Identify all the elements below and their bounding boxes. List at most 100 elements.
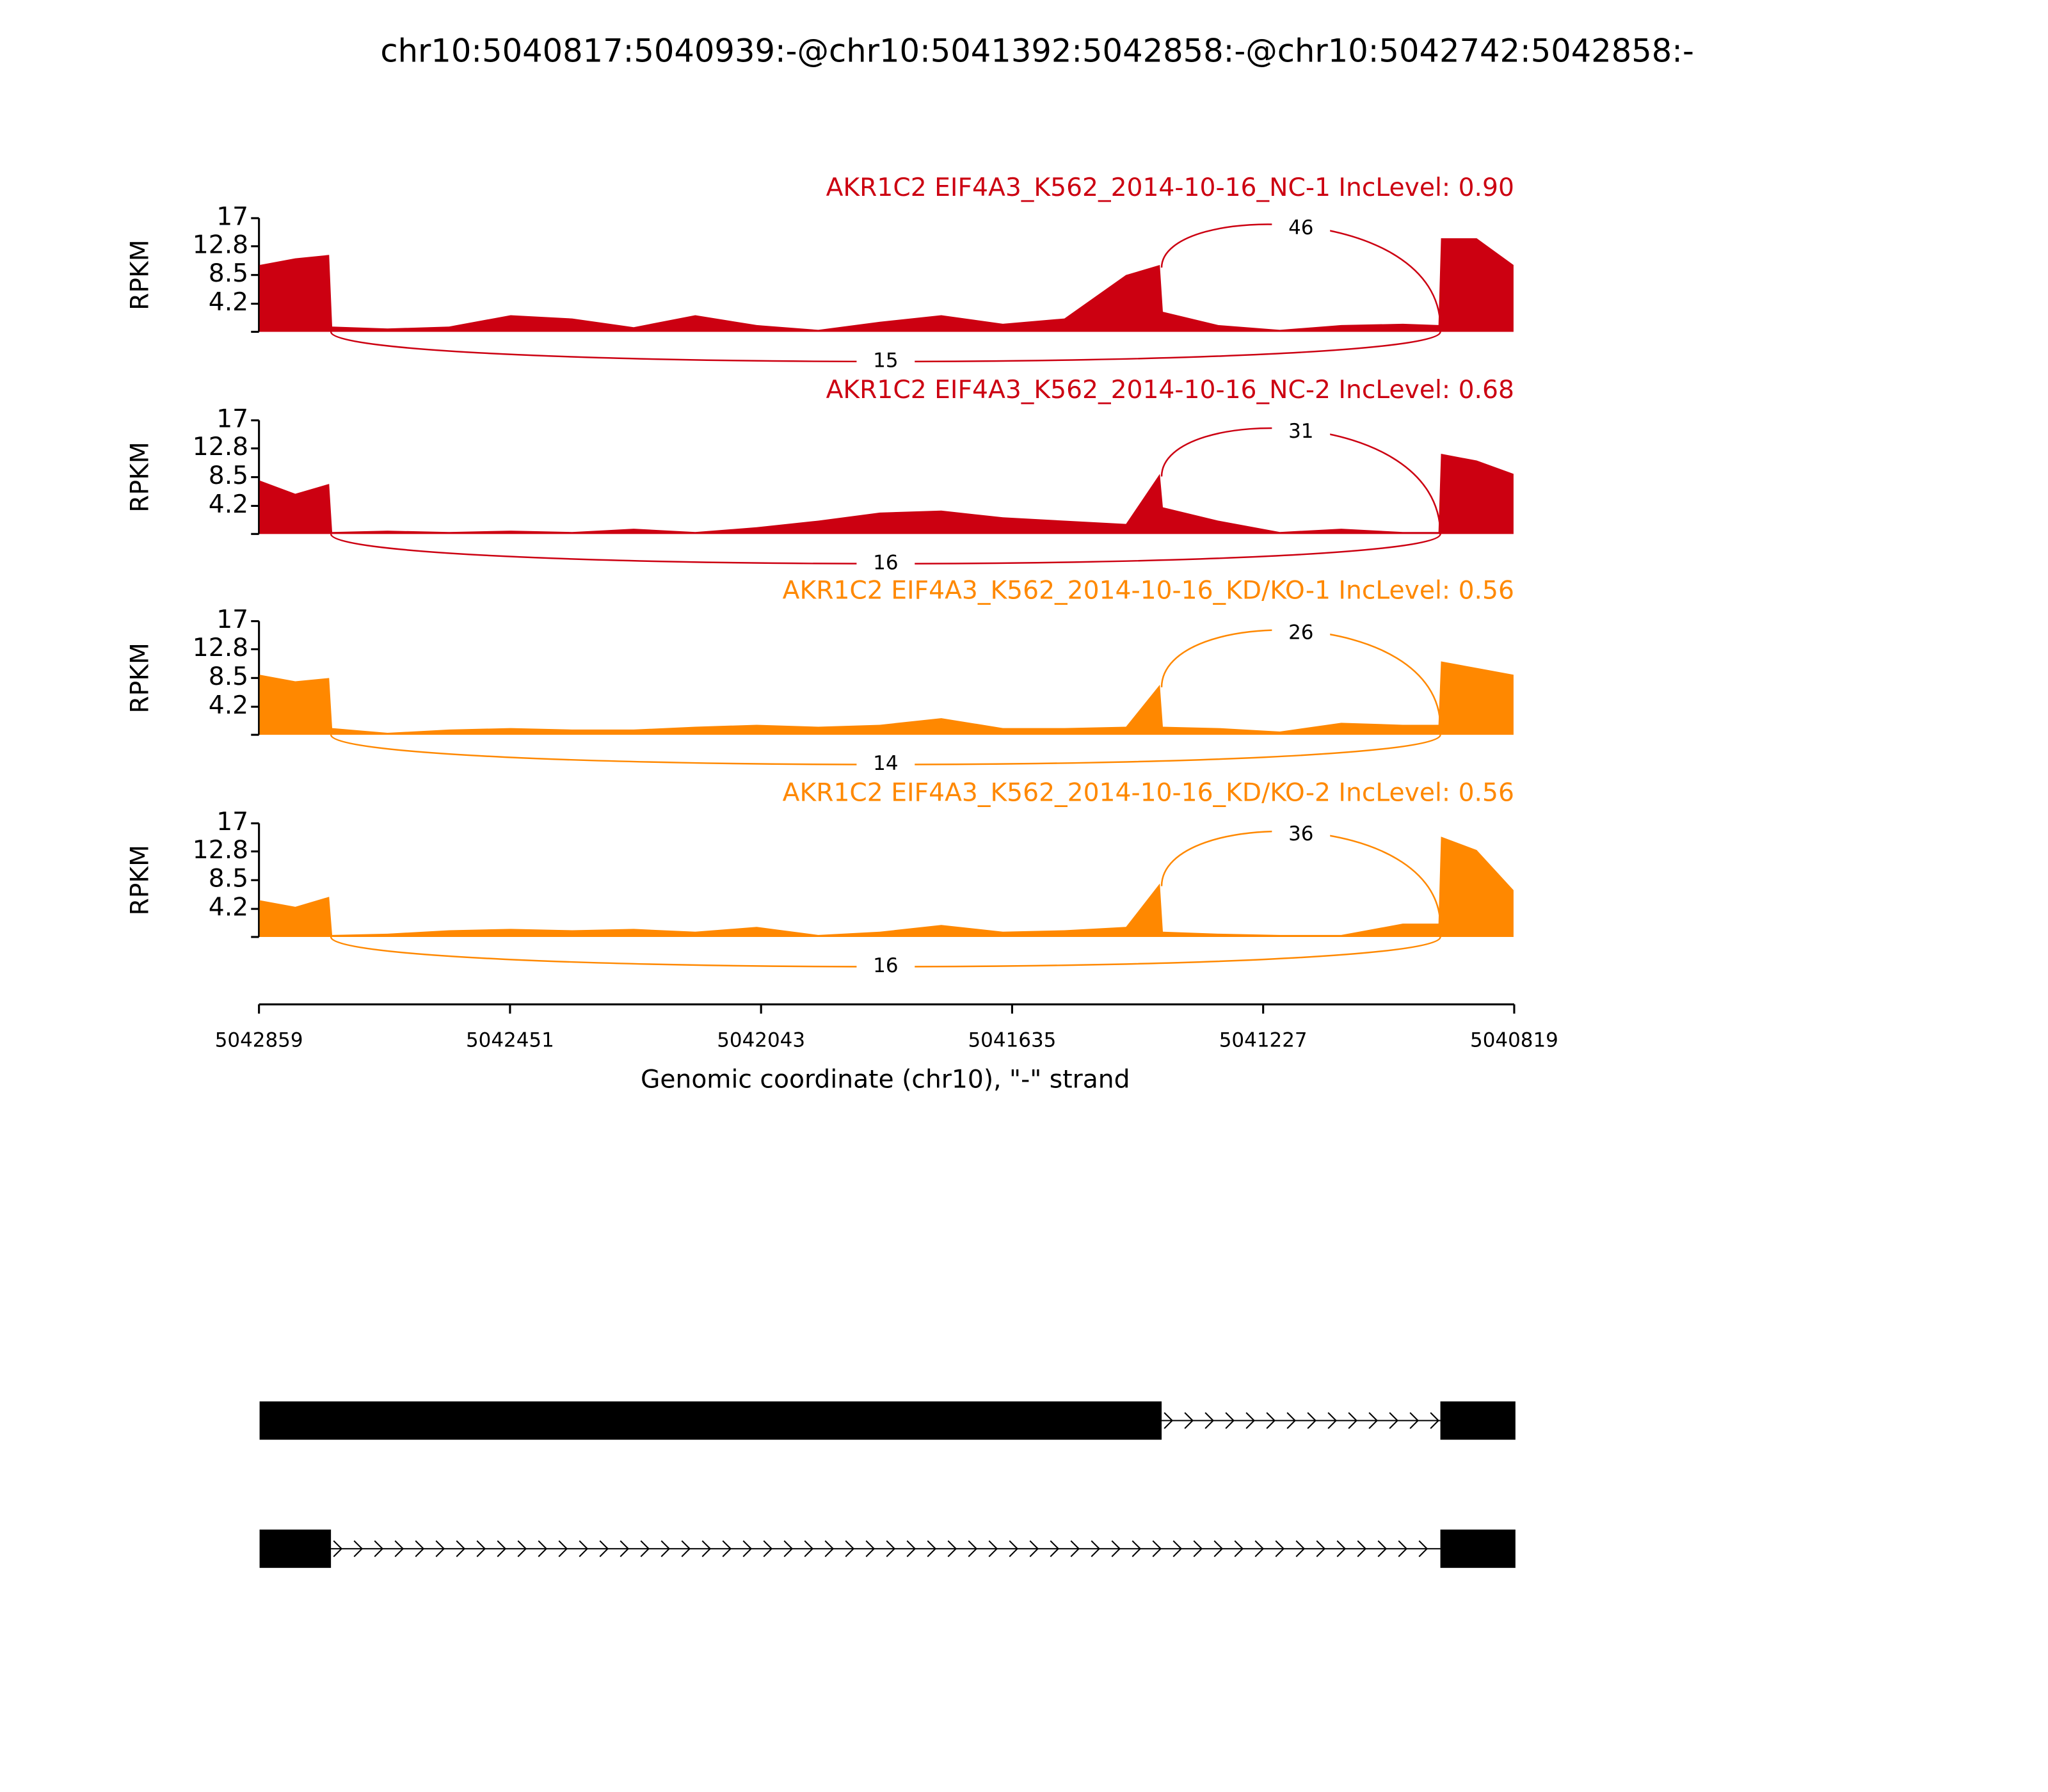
strand-chevron	[1213, 1540, 1224, 1557]
junction-label-bg	[856, 349, 915, 374]
junction-label: 15	[873, 349, 898, 372]
strand-chevron	[1225, 1412, 1235, 1429]
y-tick-label: 4.2	[209, 893, 248, 922]
junction-label-bg	[856, 753, 915, 777]
strand-chevron	[1266, 1412, 1276, 1429]
y-tick-label: 12.8	[193, 836, 248, 865]
exon	[259, 1529, 332, 1568]
track-title: AKR1C2 EIF4A3_K562_2014-10-16_KD/KO-2 In…	[783, 779, 1514, 808]
strand-chevron	[353, 1540, 364, 1557]
strand-chevron	[394, 1540, 404, 1557]
strand-chevron	[906, 1540, 916, 1557]
exon	[259, 1401, 1162, 1440]
junction-label-bg	[1272, 420, 1331, 445]
y-tick-label: 8.5	[209, 865, 248, 893]
strand-chevron	[1275, 1540, 1285, 1557]
strand-chevron	[1336, 1540, 1347, 1557]
strand-chevron	[456, 1540, 466, 1557]
strand-chevron	[579, 1540, 589, 1557]
strand-chevron	[1193, 1540, 1203, 1557]
strand-chevron	[865, 1540, 876, 1557]
strand-chevron	[538, 1540, 548, 1557]
junction-label: 16	[873, 551, 898, 574]
strand-chevron	[783, 1540, 794, 1557]
strand-chevron	[845, 1540, 855, 1557]
strand-chevron	[1245, 1412, 1256, 1429]
strand-chevron	[1316, 1540, 1326, 1557]
track-title: AKR1C2 EIF4A3_K562_2014-10-16_NC-2 IncLe…	[826, 376, 1514, 404]
y-tick-label: 4.2	[209, 490, 248, 519]
strand-chevron	[599, 1540, 609, 1557]
strand-chevron	[763, 1540, 773, 1557]
coverage-area	[259, 661, 1514, 735]
coverage-area	[259, 836, 1514, 937]
strand-chevron	[435, 1540, 445, 1557]
strand-chevron	[681, 1540, 691, 1557]
x-tick-label: 5042859	[215, 1029, 303, 1052]
y-axis-label: RPKM	[125, 239, 154, 310]
junction-label-bg	[1272, 822, 1331, 847]
strand-chevron	[742, 1540, 753, 1557]
y-tick-label: 17	[216, 808, 248, 836]
strand-chevron	[1357, 1540, 1367, 1557]
strand-chevron	[620, 1540, 630, 1557]
strand-chevron	[1029, 1540, 1039, 1557]
junction-label-bg	[856, 954, 915, 979]
y-tick-label: 12.8	[193, 634, 248, 662]
strand-chevron	[1254, 1540, 1265, 1557]
strand-chevron	[333, 1540, 343, 1557]
strand-chevron	[1184, 1412, 1194, 1429]
strand-chevron	[1164, 1412, 1174, 1429]
strand-chevron	[824, 1540, 835, 1557]
junction-label: 36	[1288, 822, 1313, 845]
strand-chevron	[1307, 1412, 1317, 1429]
y-tick-label: 17	[216, 202, 248, 231]
strand-chevron	[1204, 1412, 1215, 1429]
strand-chevron	[1070, 1540, 1080, 1557]
strand-chevron	[1389, 1412, 1399, 1429]
y-tick-label: 12.8	[193, 433, 248, 461]
strand-chevron	[1368, 1412, 1379, 1429]
strand-chevron	[1398, 1540, 1408, 1557]
strand-chevron	[1327, 1412, 1338, 1429]
junction-label: 31	[1288, 420, 1313, 443]
y-axis-label: RPKM	[125, 643, 154, 713]
strand-chevron	[1050, 1540, 1060, 1557]
y-tick-label: 4.2	[209, 288, 248, 317]
exon	[1440, 1529, 1516, 1568]
junction-label-bg	[1272, 621, 1331, 646]
junction-label: 16	[873, 954, 898, 977]
x-tick-label: 5040819	[1470, 1029, 1558, 1052]
strand-chevron	[640, 1540, 650, 1557]
x-tick-label: 5042043	[717, 1029, 805, 1052]
y-tick-label: 8.5	[209, 662, 248, 691]
strand-chevron	[558, 1540, 568, 1557]
track-title: AKR1C2 EIF4A3_K562_2014-10-16_KD/KO-1 In…	[783, 577, 1514, 605]
strand-chevron	[927, 1540, 937, 1557]
strand-chevron	[886, 1540, 896, 1557]
y-tick-label: 8.5	[209, 259, 248, 288]
junction-label-bg	[1272, 216, 1331, 241]
strand-chevron	[374, 1540, 384, 1557]
strand-chevron	[722, 1540, 732, 1557]
exon	[1440, 1401, 1516, 1440]
y-tick-label: 4.2	[209, 691, 248, 720]
strand-chevron	[497, 1540, 507, 1557]
plot-title: chr10:5040817:5040939:-@chr10:5041392:50…	[380, 32, 1693, 69]
strand-chevron	[1132, 1540, 1142, 1557]
strand-chevron	[1409, 1412, 1420, 1429]
strand-chevron	[660, 1540, 671, 1557]
y-tick-label: 17	[216, 404, 248, 433]
y-tick-label: 17	[216, 605, 248, 634]
junction-label: 14	[873, 752, 898, 775]
strand-chevron	[1286, 1412, 1297, 1429]
y-axis-label: RPKM	[125, 845, 154, 915]
strand-chevron	[947, 1540, 957, 1557]
strand-chevron	[1091, 1540, 1101, 1557]
strand-chevron	[968, 1540, 978, 1557]
strand-chevron	[476, 1540, 486, 1557]
junction-label: 26	[1288, 621, 1313, 644]
y-axis-label: RPKM	[125, 442, 154, 512]
strand-chevron	[701, 1540, 712, 1557]
